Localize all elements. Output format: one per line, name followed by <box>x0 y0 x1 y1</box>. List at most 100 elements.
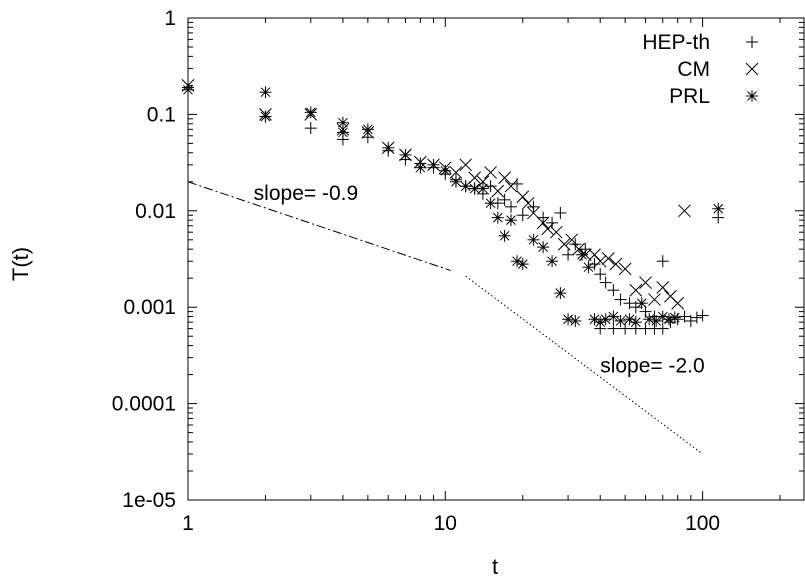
data-point <box>614 314 627 327</box>
data-point <box>304 122 317 135</box>
data-point <box>304 106 317 119</box>
y-tick-label: 0.1 <box>147 103 176 126</box>
y-tick-label: 1 <box>164 7 176 30</box>
data-point <box>678 310 691 323</box>
data-point <box>476 175 490 189</box>
slope-line <box>187 181 451 272</box>
data-point <box>618 262 632 276</box>
y-tick-label: 0.001 <box>123 296 176 319</box>
data-point <box>259 86 272 99</box>
axes <box>187 17 805 501</box>
plot-frame <box>187 17 805 501</box>
data-point <box>527 200 540 213</box>
y-tick-label: 0.01 <box>135 200 176 223</box>
data-point <box>498 171 511 185</box>
data-point <box>504 214 517 227</box>
data-point <box>668 311 681 324</box>
data-point <box>468 171 481 185</box>
data-point <box>549 225 563 239</box>
x-tick-label: 10 <box>434 512 457 535</box>
data-point <box>459 158 473 172</box>
data-point <box>569 238 582 251</box>
data-point <box>629 316 642 329</box>
data-point <box>491 184 505 198</box>
data-point <box>639 276 652 289</box>
legend-marker <box>746 36 758 48</box>
data-point <box>650 314 663 327</box>
data-point <box>662 313 675 326</box>
data-point <box>259 110 272 123</box>
data-point <box>504 200 517 213</box>
data-point <box>601 252 615 265</box>
y-axis-label: T(t) <box>8 247 33 281</box>
data-point <box>468 182 481 195</box>
data-point <box>459 180 472 193</box>
data-point <box>484 166 497 179</box>
data-point <box>629 283 643 297</box>
data-point <box>684 314 697 327</box>
data-point <box>588 248 601 262</box>
data-point <box>521 196 535 210</box>
data-point <box>537 241 550 254</box>
legend-marker <box>745 62 759 76</box>
slope-label: slope= -2.0 <box>600 355 705 378</box>
data-point <box>554 287 567 300</box>
data-point <box>546 216 559 229</box>
data-point <box>599 313 612 326</box>
data-point <box>565 233 579 247</box>
x-tick-label: 100 <box>685 512 720 535</box>
data-point <box>336 116 349 129</box>
legend-label: PRL <box>669 85 710 108</box>
data-point <box>476 182 489 195</box>
data-point <box>498 229 511 242</box>
data-point <box>712 202 725 215</box>
data-point <box>537 211 550 224</box>
data-point <box>656 255 669 268</box>
data-point <box>182 83 194 96</box>
data-point <box>588 313 601 326</box>
data-point <box>484 180 497 193</box>
data-point <box>635 297 648 310</box>
legend-label: HEP-th <box>642 31 710 54</box>
data-point <box>623 297 636 310</box>
data-point <box>541 222 555 236</box>
data-point <box>619 322 632 335</box>
data-point <box>536 216 550 230</box>
data-point <box>588 258 601 271</box>
data-point <box>484 197 497 210</box>
x-tick-label: 1 <box>182 512 194 535</box>
data-point <box>648 293 661 306</box>
data-point <box>336 126 349 139</box>
data-point <box>656 322 669 335</box>
data-point <box>527 233 540 246</box>
data-point <box>504 179 518 193</box>
slope-label: slope= -0.9 <box>254 182 359 205</box>
slope-line <box>465 275 703 455</box>
data-point <box>623 313 636 326</box>
y-tick-label: 1e-05 <box>122 489 176 512</box>
data-point <box>671 296 685 310</box>
data-point <box>516 209 529 222</box>
data-point <box>656 281 670 294</box>
data-point <box>569 314 582 327</box>
ticks: 1 10 100 1e-05 0.0001 0.001 0.01 0.1 1 <box>112 7 804 535</box>
data-point <box>546 255 559 268</box>
data-point <box>361 123 374 136</box>
series-hep-th <box>182 81 725 335</box>
data-point <box>511 255 524 268</box>
data-point <box>491 211 504 224</box>
data-point <box>607 322 620 335</box>
annotations: slope= -0.9 slope= -2.0 <box>187 181 705 455</box>
data-point <box>449 166 463 179</box>
data-points <box>181 79 725 335</box>
data-point <box>607 310 620 323</box>
data-point <box>696 309 709 322</box>
x-axis-label: t <box>492 554 498 579</box>
data-point <box>439 164 452 177</box>
data-point <box>614 293 627 306</box>
data-point <box>582 261 595 274</box>
data-point <box>576 248 589 261</box>
data-point <box>557 237 571 251</box>
series-prl <box>182 83 725 329</box>
